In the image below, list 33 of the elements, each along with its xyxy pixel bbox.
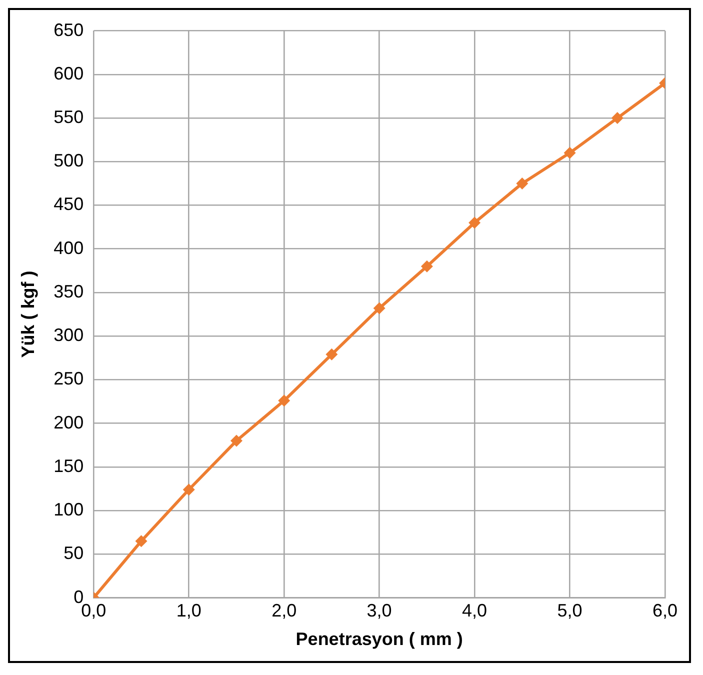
y-tick-label: 600 xyxy=(54,63,84,84)
x-tick-label: 5,0 xyxy=(557,600,582,621)
y-tick-label: 350 xyxy=(54,281,84,302)
y-tick-label: 200 xyxy=(54,412,84,432)
point xyxy=(326,348,338,360)
y-tick-label: 500 xyxy=(54,150,84,171)
point xyxy=(373,302,386,314)
x-tick-label: 2,0 xyxy=(272,600,297,621)
point xyxy=(564,146,576,159)
point xyxy=(611,112,624,124)
y-tick-label: 400 xyxy=(54,238,84,258)
x-tick-label: 3,0 xyxy=(366,600,392,621)
y-tick-label: 650 xyxy=(54,20,84,40)
y-tick-label: 250 xyxy=(54,368,84,389)
y-tick-label: 100 xyxy=(54,500,84,520)
y-tick-label: 150 xyxy=(54,456,84,476)
point xyxy=(468,216,481,229)
y-tick-label: 50 xyxy=(64,543,84,564)
y-tick-label: 300 xyxy=(54,325,84,346)
y-axis-title: Yük ( kgf ) xyxy=(18,270,38,358)
x-axis-title: Penetrasyon ( mm ) xyxy=(296,629,463,650)
point xyxy=(182,484,195,496)
point xyxy=(420,260,433,272)
point xyxy=(516,177,528,190)
x-tick-label: 4,0 xyxy=(462,600,488,621)
x-tick-label: 0,0 xyxy=(81,600,106,621)
x-tick-label: 1,0 xyxy=(176,600,202,621)
point xyxy=(230,434,242,447)
y-tick-label: 550 xyxy=(54,107,84,127)
point xyxy=(135,535,148,548)
point xyxy=(278,394,290,407)
x-tick-label: 6,0 xyxy=(652,600,678,621)
y-tick-label: 450 xyxy=(54,194,84,214)
